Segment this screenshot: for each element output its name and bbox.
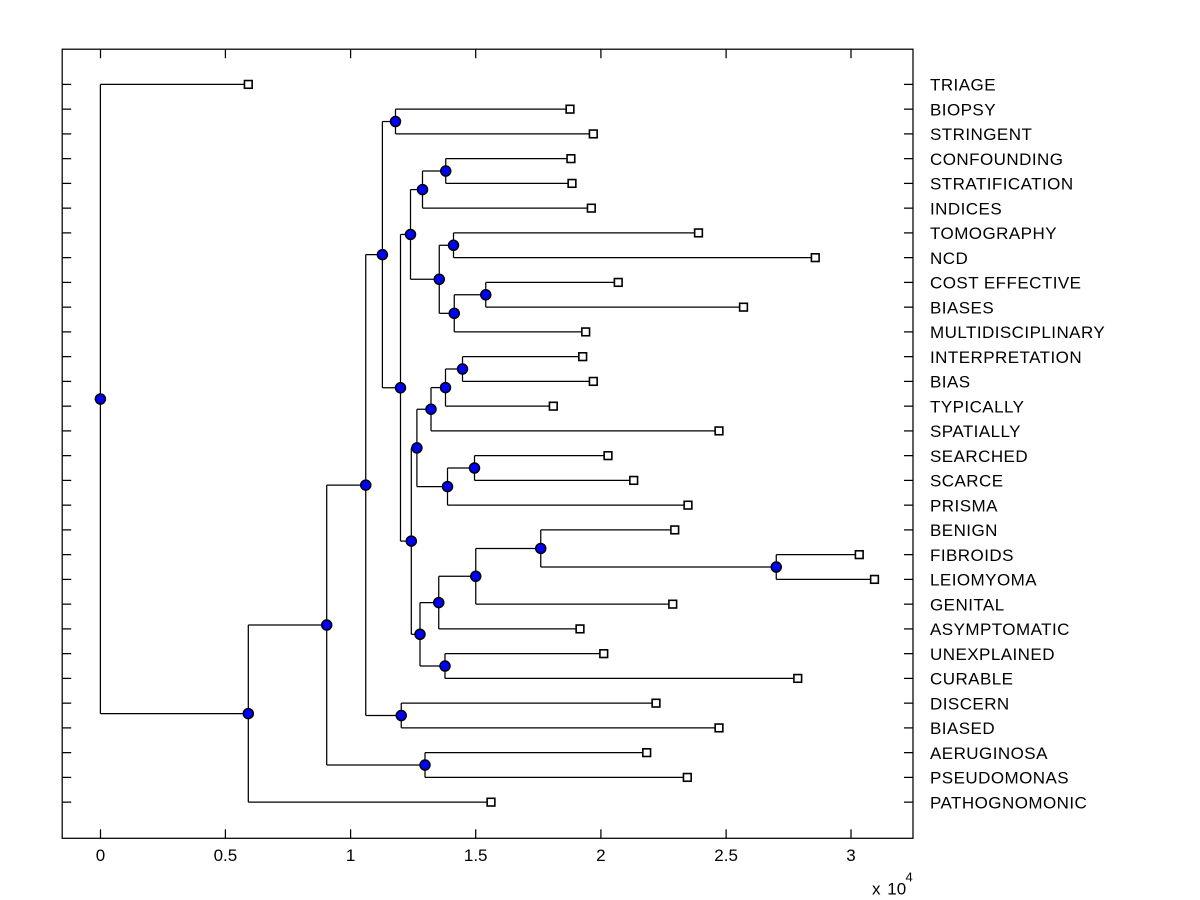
svg-text:1.5: 1.5 xyxy=(464,846,488,865)
svg-text:MULTIDISCIPLINARY: MULTIDISCIPLINARY xyxy=(930,323,1105,342)
svg-text:BENIGN: BENIGN xyxy=(930,521,998,540)
svg-text:UNEXPLAINED: UNEXPLAINED xyxy=(930,645,1055,664)
svg-text:x: x xyxy=(872,880,881,899)
svg-text:INDICES: INDICES xyxy=(930,199,1002,218)
svg-text:INTERPRETATION: INTERPRETATION xyxy=(930,348,1082,367)
svg-text:STRINGENT: STRINGENT xyxy=(930,125,1032,144)
svg-text:SEARCHED: SEARCHED xyxy=(930,447,1028,466)
svg-text:BIAS: BIAS xyxy=(930,373,971,392)
svg-text:AERUGINOSA: AERUGINOSA xyxy=(930,744,1048,763)
svg-text:2: 2 xyxy=(596,846,605,865)
svg-text:SPATIALLY: SPATIALLY xyxy=(930,422,1021,441)
svg-text:BIOPSY: BIOPSY xyxy=(930,100,996,119)
svg-text:PSEUDOMONAS: PSEUDOMONAS xyxy=(930,769,1069,788)
svg-text:PATHOGNOMONIC: PATHOGNOMONIC xyxy=(930,793,1087,812)
svg-text:FIBROIDS: FIBROIDS xyxy=(930,546,1014,565)
svg-text:STRATIFICATION: STRATIFICATION xyxy=(930,175,1074,194)
svg-text:GENITAL: GENITAL xyxy=(930,595,1005,614)
svg-text:1: 1 xyxy=(346,846,355,865)
svg-text:SCARCE: SCARCE xyxy=(930,472,1004,491)
svg-text:CURABLE: CURABLE xyxy=(930,670,1013,689)
svg-text:BIASES: BIASES xyxy=(930,298,994,317)
svg-text:4: 4 xyxy=(906,870,913,885)
svg-text:DISCERN: DISCERN xyxy=(930,694,1010,713)
svg-text:0: 0 xyxy=(96,846,105,865)
svg-text:ASYMPTOMATIC: ASYMPTOMATIC xyxy=(930,620,1070,639)
svg-text:2.5: 2.5 xyxy=(714,846,738,865)
svg-text:COST EFFECTIVE: COST EFFECTIVE xyxy=(930,274,1081,293)
svg-text:0.5: 0.5 xyxy=(214,846,238,865)
svg-text:10: 10 xyxy=(887,880,906,899)
svg-text:3: 3 xyxy=(846,846,855,865)
svg-text:CONFOUNDING: CONFOUNDING xyxy=(930,150,1063,169)
svg-text:TOMOGRAPHY: TOMOGRAPHY xyxy=(930,224,1057,243)
svg-text:LEIOMYOMA: LEIOMYOMA xyxy=(930,571,1037,590)
svg-text:NCD: NCD xyxy=(930,249,968,268)
svg-text:TRIAGE: TRIAGE xyxy=(930,76,996,95)
svg-text:PRISMA: PRISMA xyxy=(930,496,998,515)
svg-text:TYPICALLY: TYPICALLY xyxy=(930,397,1024,416)
svg-text:BIASED: BIASED xyxy=(930,719,995,738)
